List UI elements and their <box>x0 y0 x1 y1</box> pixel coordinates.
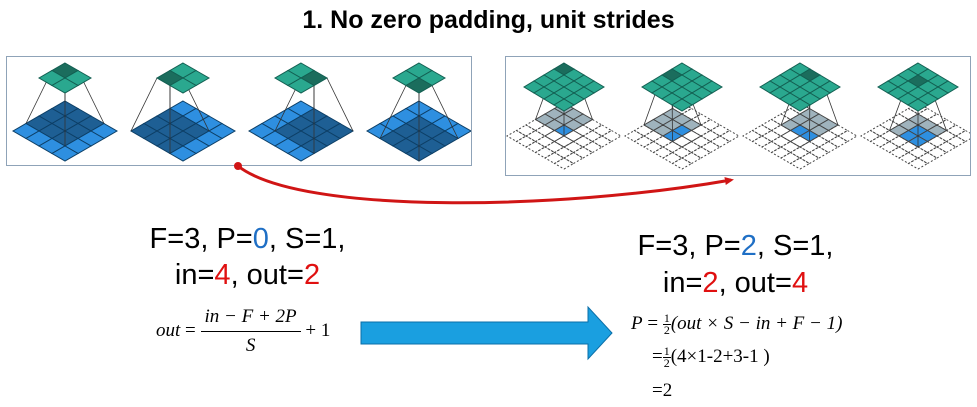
param-text: , S=1, <box>756 230 834 262</box>
padded-input-cell <box>563 151 584 165</box>
projection-line <box>130 77 158 132</box>
arc-start-dot <box>234 162 242 170</box>
convolution-step-2 <box>129 62 237 162</box>
half-denominator: 2 <box>663 356 670 371</box>
output-cell <box>789 98 811 112</box>
transposed-convolution-panel <box>505 56 971 176</box>
padded-input-cell <box>700 140 721 154</box>
input-cell <box>50 145 80 162</box>
convolution-step-1 <box>11 62 119 162</box>
formula-equals: = <box>647 313 659 334</box>
transposed-convolution-steps-figure <box>506 62 970 170</box>
output-cell <box>671 98 693 112</box>
formula-denominator: S <box>245 335 256 356</box>
padded-input-cell <box>681 151 702 165</box>
formula-numerator: in − F + 2P <box>200 306 301 332</box>
formula-equals: = <box>652 346 663 367</box>
param-text: , out= <box>230 259 304 291</box>
output-cell <box>404 77 434 94</box>
padded-input-cell <box>591 135 613 148</box>
padded-input-cell <box>827 135 849 148</box>
formula-equals: = <box>185 319 196 341</box>
output-cell <box>50 77 80 94</box>
transposed-step-1 <box>506 62 622 170</box>
output-cell <box>168 77 198 94</box>
padding-formula-line2: = 1 2 (4×1-2+3-1 ) <box>652 344 770 371</box>
input-size-value: 2 <box>702 267 719 299</box>
output-cell <box>286 77 316 94</box>
padded-input-cell <box>907 157 929 170</box>
formula-lhs: out <box>156 319 181 341</box>
param-text: F=3, P= <box>637 230 741 262</box>
padded-input-cell <box>553 157 575 170</box>
param-text: in= <box>174 259 215 291</box>
padded-input-cell <box>671 157 693 170</box>
padding-formula-line1: P = 1 2 (out × S − in + F − 1) <box>631 311 843 338</box>
formula-result: =2 <box>652 380 673 401</box>
output-size-formula: out = in − F + 2P S + 1 <box>156 306 330 357</box>
slide-title: 1. No zero padding, unit strides <box>302 6 675 34</box>
formula-transform-arrow <box>360 305 613 361</box>
transposed-step-2 <box>624 62 740 170</box>
left-params-line2: in=4, out=2 <box>130 258 365 293</box>
half-denominator: 2 <box>663 323 670 338</box>
formula-lhs: P <box>631 313 643 334</box>
padded-input-cell <box>690 146 712 159</box>
convolution-step-4 <box>365 62 471 162</box>
half-numerator: 1 <box>662 344 671 359</box>
convolution-panel <box>6 56 472 166</box>
padded-input-cell <box>945 135 967 148</box>
padded-input-cell <box>926 146 948 159</box>
input-cell <box>168 145 198 162</box>
output-size-value: 2 <box>303 259 321 291</box>
padded-input-cell <box>601 129 622 143</box>
output-size-value: 4 <box>791 267 809 299</box>
output-cell <box>907 98 929 112</box>
projection-line <box>326 77 354 132</box>
formula-tail: + 1 <box>305 319 331 341</box>
output-cell <box>553 98 575 112</box>
padded-input-cell <box>818 140 839 154</box>
padding-value: 2 <box>740 230 757 262</box>
padded-input-cell <box>719 129 740 143</box>
param-text: , out= <box>718 267 792 299</box>
padded-input-cell <box>572 146 594 159</box>
convolution-steps-figure <box>11 62 471 162</box>
transposed-step-4 <box>860 62 970 170</box>
right-params-line1: F=3, P=2, S=1, <box>618 229 853 264</box>
padded-input-cell <box>955 129 970 143</box>
half-numerator: 1 <box>662 311 671 326</box>
padded-input-cell <box>917 151 938 165</box>
padding-value: 0 <box>252 223 269 255</box>
param-text: , S=1, <box>268 223 346 255</box>
padded-input-cell <box>582 140 603 154</box>
input-size-value: 4 <box>214 259 231 291</box>
param-text: F=3, P= <box>149 223 253 255</box>
formula-body: (4×1-2+3-1 ) <box>670 346 770 367</box>
formula-body: (out × S − in + F − 1) <box>670 313 843 334</box>
padded-input-cell <box>799 151 820 165</box>
projection-line <box>379 85 407 139</box>
projection-line <box>431 85 459 139</box>
convolution-step-3 <box>247 62 355 162</box>
padding-formula-line3: =2 <box>652 380 672 402</box>
left-params-line1: F=3, P=0, S=1, <box>130 222 365 257</box>
transposed-step-3 <box>742 62 858 170</box>
padded-input-cell <box>837 129 858 143</box>
padded-input-cell <box>936 140 957 154</box>
right-params-line2: in=2, out=4 <box>618 266 853 301</box>
padded-input-cell <box>789 157 811 170</box>
padded-input-cell <box>808 146 830 159</box>
padded-input-cell <box>709 135 731 148</box>
param-text: in= <box>662 267 703 299</box>
formula-fraction: in − F + 2P S <box>200 306 301 357</box>
input-cell <box>286 145 316 162</box>
mapping-arc-arrow <box>237 164 734 205</box>
